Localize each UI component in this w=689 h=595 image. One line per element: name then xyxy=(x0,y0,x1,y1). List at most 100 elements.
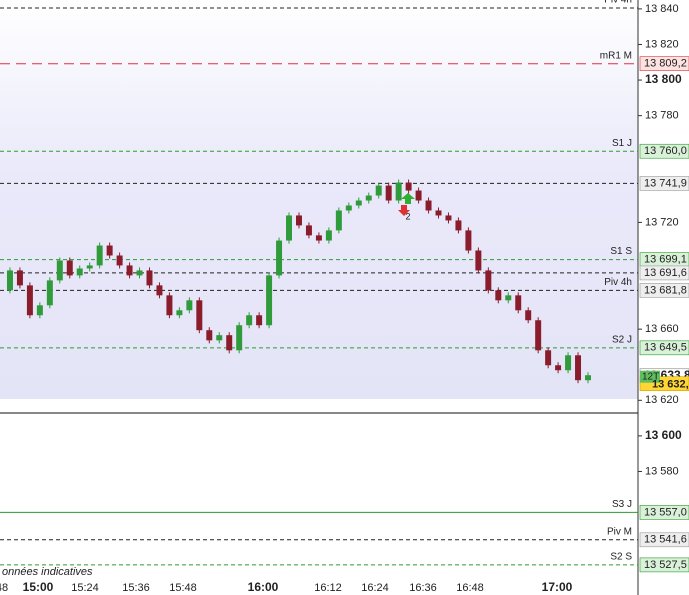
candle xyxy=(305,225,312,236)
candle xyxy=(146,270,153,286)
x-tick-label: 16:00 xyxy=(248,580,279,594)
x-tick-label: 17:00 xyxy=(542,580,573,594)
candle xyxy=(236,325,243,351)
candle xyxy=(345,205,352,211)
signal-count: 2 xyxy=(405,211,410,221)
time-axis xyxy=(0,578,638,595)
candle xyxy=(176,310,183,316)
candle xyxy=(226,335,233,351)
candle xyxy=(26,285,33,316)
candle xyxy=(126,265,133,276)
level-box xyxy=(639,265,689,281)
candle xyxy=(256,315,263,326)
level-label: mR1 M xyxy=(600,50,632,61)
candle xyxy=(136,270,143,276)
level-label: S2 J xyxy=(612,334,632,345)
level-label: Piv M xyxy=(607,526,632,537)
candle xyxy=(465,230,472,251)
candle xyxy=(315,235,322,241)
signal-icons: 2 xyxy=(398,193,415,221)
x-tick-label: 16:24 xyxy=(361,582,389,594)
candle xyxy=(86,265,93,269)
y-tick-label: 13 720 xyxy=(645,216,679,228)
candle xyxy=(6,270,13,291)
candle xyxy=(535,320,542,351)
candle xyxy=(156,285,163,296)
y-tick-label: 13 620 xyxy=(645,394,679,406)
x-tick-label: 48 xyxy=(0,582,8,594)
plot-area xyxy=(0,0,638,578)
level-value: 13 557,0 xyxy=(644,506,687,518)
x-tick-label: 15:36 xyxy=(122,582,150,594)
candle xyxy=(36,305,43,316)
level-box xyxy=(639,143,689,159)
y-tick-label: 13 600 xyxy=(645,428,682,442)
candle xyxy=(415,190,422,201)
candle xyxy=(585,375,591,381)
level-label: S3 J xyxy=(612,499,632,510)
last-value: 13 632,7 xyxy=(652,379,689,391)
y-tick-label: 13 820 xyxy=(645,38,679,50)
candle xyxy=(56,260,63,281)
level-box xyxy=(639,56,689,71)
candle xyxy=(575,355,582,381)
level-value: 13 527,5 xyxy=(644,559,687,571)
candle xyxy=(505,295,512,301)
x-tick-label: 16:12 xyxy=(314,582,342,594)
level-label: S1 S xyxy=(610,246,632,257)
x-tick-label: 15:48 xyxy=(169,582,197,594)
level-value: 13 649,5 xyxy=(644,342,687,354)
candle xyxy=(545,350,552,366)
level-box xyxy=(639,532,689,548)
level-box xyxy=(639,283,689,298)
candle xyxy=(166,295,173,316)
candle xyxy=(555,365,562,371)
candle xyxy=(395,182,402,201)
candle xyxy=(295,215,302,226)
x-tick-label: 15:24 xyxy=(71,582,99,594)
level-label: Piv 4h xyxy=(604,0,632,6)
level-box xyxy=(639,340,689,356)
candle xyxy=(515,295,522,311)
candle xyxy=(405,182,412,191)
candle xyxy=(116,255,123,266)
candle xyxy=(266,275,273,326)
candle xyxy=(76,268,83,276)
level-box xyxy=(639,505,689,520)
candle xyxy=(425,200,432,211)
candle xyxy=(276,240,283,276)
level-value: 13 691,6 xyxy=(644,267,687,279)
candle xyxy=(286,215,293,241)
y-tick-label: 13 580 xyxy=(645,465,679,477)
y-tick-label: 13 660 xyxy=(645,323,679,335)
down-arrow xyxy=(398,205,410,216)
candle xyxy=(385,185,392,201)
x-tick-label: 15:00 xyxy=(23,580,54,594)
candle xyxy=(186,300,193,311)
x-tick-label: 16:36 xyxy=(409,582,437,594)
candle xyxy=(106,245,113,256)
candle xyxy=(46,280,53,306)
candle xyxy=(196,300,203,331)
y-tick-label: 13 800 xyxy=(645,72,682,86)
candle xyxy=(355,200,362,206)
level-box xyxy=(639,557,689,573)
level-box xyxy=(639,176,689,191)
candle xyxy=(335,210,342,231)
note: onnées indicatives xyxy=(2,566,93,578)
level-value: 13 809,2 xyxy=(644,58,687,70)
level-value: 13 681,8 xyxy=(644,284,687,296)
candle xyxy=(435,210,442,216)
candle xyxy=(495,290,502,301)
tag-box xyxy=(640,370,660,383)
level-value: 13 699,1 xyxy=(644,253,687,265)
level-value: 13 760,0 xyxy=(644,145,687,157)
candle xyxy=(96,245,103,266)
candle xyxy=(325,230,332,241)
candle xyxy=(246,315,253,326)
candle xyxy=(365,195,372,201)
candle xyxy=(375,185,382,196)
candle xyxy=(455,220,462,231)
y-tick-label: 13 840 xyxy=(645,3,679,15)
